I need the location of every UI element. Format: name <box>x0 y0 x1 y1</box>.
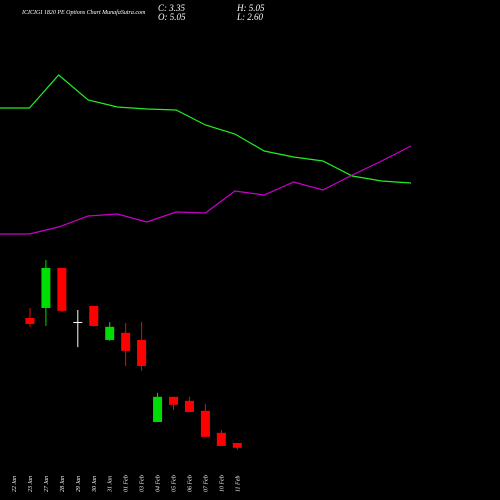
chart-title: ICICIGI 1820 PE Options Chart MunafaSutr… <box>21 9 146 16</box>
candle-body <box>184 400 194 412</box>
candle-body <box>89 305 99 326</box>
x-tick-label: 29 Jan <box>76 476 82 492</box>
x-tick-label: 22 Jan <box>12 476 18 492</box>
indicator-line <box>0 145 412 235</box>
x-tick-label: 06 Feb <box>187 475 193 492</box>
x-tick-label: 04 Feb <box>155 475 162 492</box>
x-tick-label: 11 Feb <box>235 476 241 492</box>
x-tick-label: 07 Feb <box>203 475 209 492</box>
candle-body <box>216 432 226 446</box>
x-tick-label: 30 Jan <box>92 476 98 493</box>
info-low: L: 2.60 <box>236 12 264 22</box>
x-tick-label: 27 Jan <box>44 476 50 492</box>
candle-body <box>73 321 83 323</box>
info-close: C: 3.35 <box>158 3 186 13</box>
candle-body <box>57 267 67 311</box>
info-open: O: 5.05 <box>158 12 186 22</box>
x-tick-label: 03 Feb <box>140 475 146 492</box>
x-tick-label: 28 Jan <box>60 476 66 492</box>
x-tick-label: 10 Feb <box>219 475 225 492</box>
info-high: H: 5.05 <box>236 3 265 13</box>
x-tick-label: 01 Feb <box>124 475 130 492</box>
indicator-line <box>0 74 412 184</box>
candle-body <box>105 326 115 340</box>
candle-body <box>121 332 131 351</box>
candle-body <box>25 317 35 324</box>
candle-body <box>232 442 242 448</box>
candle-body <box>153 396 163 422</box>
x-tick-label: 23 Jan <box>28 476 34 492</box>
candle-body <box>41 267 51 308</box>
candle-body <box>137 339 147 366</box>
candle-body <box>169 396 178 405</box>
x-tick-label: 31 Jan <box>108 476 114 493</box>
x-tick-label: 05 Feb <box>172 475 178 492</box>
candle-body <box>200 410 210 437</box>
